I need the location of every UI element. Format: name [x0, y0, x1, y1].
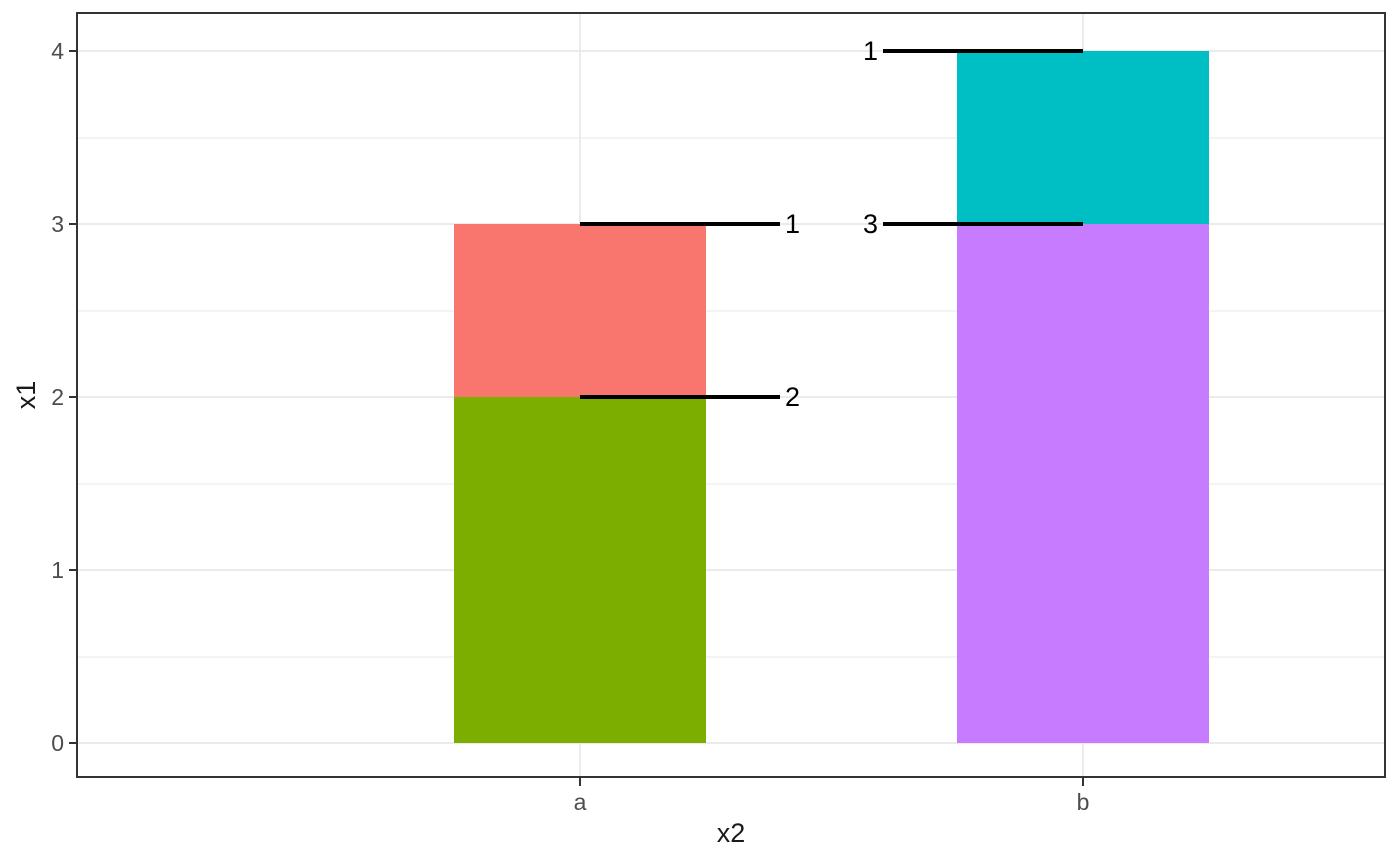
bar-segment-b-1 [957, 51, 1209, 224]
y-axis-tick-label: 3 [51, 211, 64, 237]
gridline-y-minor [78, 482, 1384, 485]
x-axis-title: x2 [716, 818, 746, 848]
y-axis-tick-label: 0 [51, 730, 64, 756]
annotation-label: 1 [785, 209, 801, 239]
y-axis-tick-label: 4 [51, 38, 64, 64]
gridline-y-minor [78, 309, 1384, 312]
annotation-label: 3 [862, 209, 878, 239]
bars-layer [78, 14, 1384, 776]
bar-segment-a-1 [454, 224, 706, 397]
gridline-y-major [78, 50, 1384, 52]
gridline-y-minor [78, 655, 1384, 658]
annotation-label: 1 [862, 36, 878, 66]
bar-segment-b-3 [957, 224, 1209, 743]
annotation-leader-line [580, 395, 780, 399]
x-axis-tick-label: a [573, 789, 587, 815]
y-axis-tick-label: 1 [51, 557, 64, 583]
y-axis-tick-label: 2 [51, 384, 64, 410]
y-axis-tick-mark [69, 742, 77, 744]
gridline-y-major [78, 569, 1384, 571]
annotation-label: 2 [785, 382, 801, 412]
bar-segment-a-2 [454, 397, 706, 743]
annotations-layer: 1 2 1 3 [78, 14, 1384, 776]
gridline-y-major [78, 742, 1384, 744]
annotation-leader-line [883, 222, 1083, 226]
y-axis-tick-mark [69, 396, 77, 398]
y-axis-tick-mark [69, 223, 77, 225]
x-axis-tick-mark [579, 778, 581, 786]
annotation-leader-line [580, 222, 780, 226]
x-axis-tick-mark [1082, 778, 1084, 786]
plot-panel: 1 2 1 3 [76, 12, 1386, 778]
x-axis-tick-label: b [1076, 789, 1090, 815]
y-axis-tick-mark [69, 50, 77, 52]
annotation-leader-line [883, 49, 1083, 53]
gridline-y-minor [78, 136, 1384, 139]
y-axis-tick-mark [69, 569, 77, 571]
